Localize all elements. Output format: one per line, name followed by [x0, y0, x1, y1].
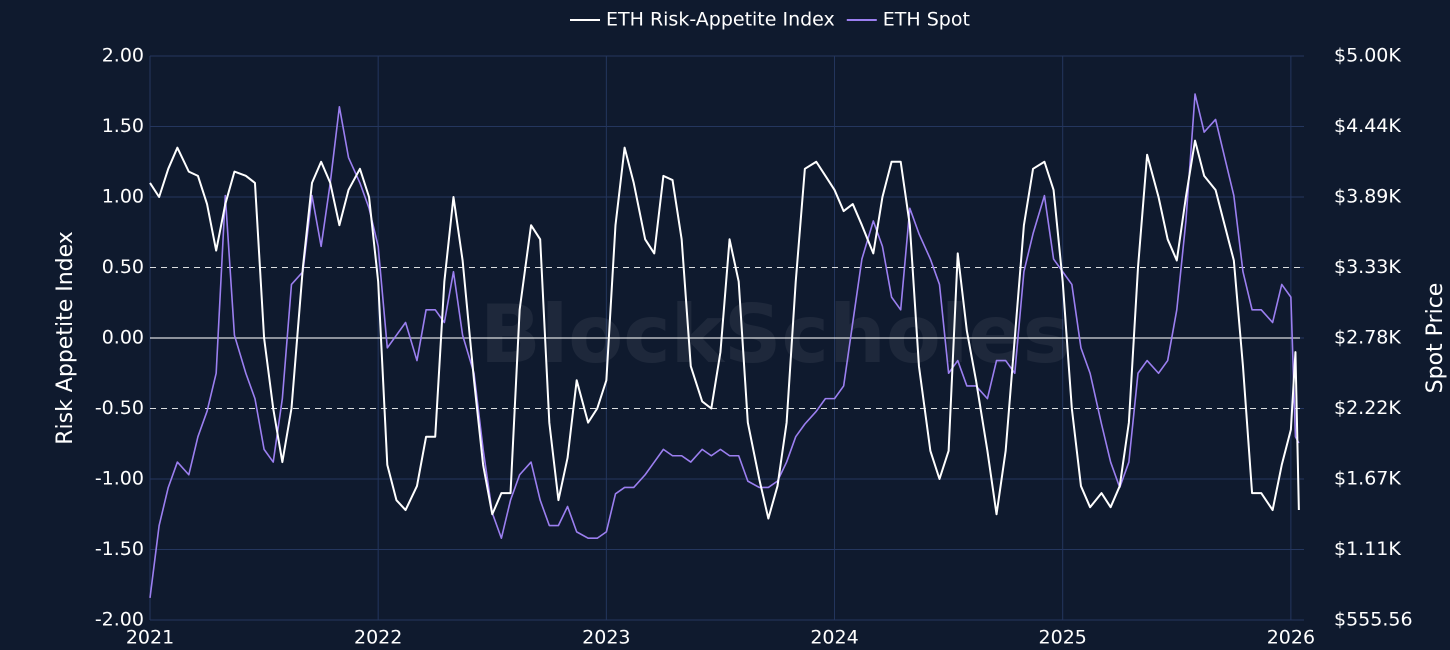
- y2-tick-label: $555.56: [1334, 609, 1413, 631]
- legend: ETH Risk-Appetite Index ETH Spot: [570, 9, 970, 31]
- x-tick-label: 2021: [126, 627, 174, 649]
- x-tick-label: 2022: [354, 627, 402, 649]
- y2-tick-label: $1.11K: [1334, 538, 1401, 560]
- y2-tick-label: $4.44K: [1334, 115, 1401, 137]
- y2-tick-label: $3.33K: [1334, 256, 1401, 278]
- y2-tick-label: $3.89K: [1334, 186, 1401, 208]
- series-line: [149, 93, 1300, 598]
- y-tick-label: -1.50: [95, 538, 144, 560]
- y-tick-label: -0.50: [95, 397, 144, 419]
- series-line: [149, 139, 1300, 520]
- y-tick-label: 0.00: [102, 327, 144, 349]
- y-tick-label: -1.00: [95, 468, 144, 490]
- y-tick-label: 0.50: [102, 256, 144, 278]
- plot: [149, 93, 1300, 598]
- legend-label: ETH Risk-Appetite Index: [606, 9, 835, 31]
- watermark: BlockScholes: [480, 288, 1070, 381]
- x-tick-label: 2025: [1039, 627, 1087, 649]
- y2-axis-title: Spot Price: [1423, 283, 1448, 394]
- x-tick-label: 2023: [582, 627, 630, 649]
- y-tick-label: -2.00: [95, 609, 144, 631]
- y2-tick-label: $5.00K: [1334, 45, 1401, 67]
- y-tick-label: 2.00: [102, 45, 144, 67]
- legend-label: ETH Spot: [883, 9, 970, 31]
- grid: [149, 55, 1300, 621]
- y2-tick-label: $2.22K: [1334, 397, 1401, 419]
- axes: -2.00 -1.50 -1.00 -0.50 0.00 0.50 1.00 1.50 2.00…: [95, 45, 1413, 649]
- x-tick-label: 2024: [810, 627, 858, 649]
- y2-tick-label: $1.67K: [1334, 468, 1401, 490]
- y-axis-title: Risk Appetite Index: [53, 231, 78, 445]
- y-tick-label: 1.00: [102, 186, 144, 208]
- y2-tick-label: $2.78K: [1334, 327, 1401, 349]
- x-tick-label: 2026: [1267, 627, 1315, 649]
- y-tick-label: 1.50: [102, 115, 144, 137]
